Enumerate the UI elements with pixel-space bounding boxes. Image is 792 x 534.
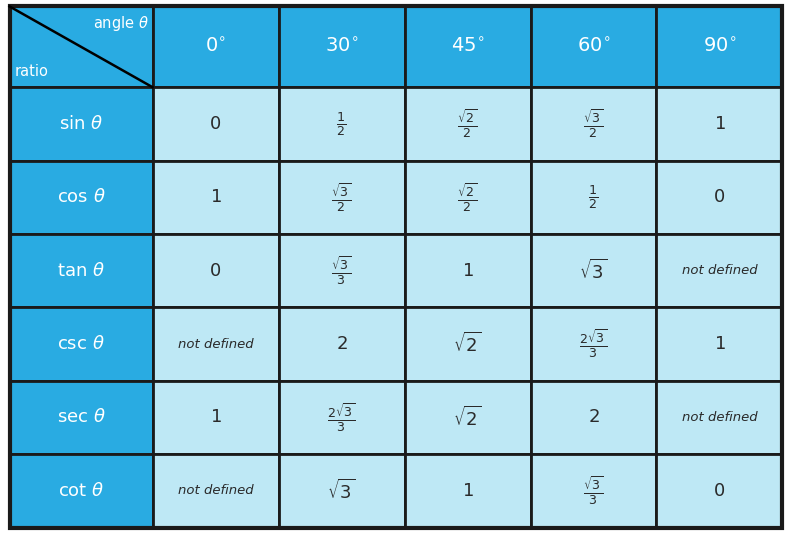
Text: $\sqrt{3}$: $\sqrt{3}$ [327,479,356,503]
Text: not defined: not defined [177,337,253,351]
Text: $\frac{1}{2}$: $\frac{1}{2}$ [588,183,599,211]
Bar [153,6,279,87]
Bar [10,381,153,454]
Text: $90^{\circ}$: $90^{\circ}$ [703,37,737,57]
Bar [531,87,657,161]
Bar [10,308,153,381]
Bar [405,454,531,528]
Text: $1$: $1$ [714,115,725,133]
Text: angle $\theta$: angle $\theta$ [93,14,149,34]
Text: $60^{\circ}$: $60^{\circ}$ [577,37,610,57]
Text: $\sqrt{2}$: $\sqrt{2}$ [453,332,482,356]
Text: $30^{\circ}$: $30^{\circ}$ [325,37,358,57]
Bar [531,308,657,381]
Bar [153,308,279,381]
Bar [531,454,657,528]
Text: $2$: $2$ [588,409,600,427]
Text: $\sqrt{3}$: $\sqrt{3}$ [579,258,607,283]
Bar [279,381,405,454]
Bar [657,161,782,234]
Bar [153,161,279,234]
Text: ratio: ratio [15,64,49,79]
Bar [657,234,782,308]
Bar [153,454,279,528]
Bar [10,87,153,161]
Bar [531,6,657,87]
Text: $\mathrm{tan}\ \theta$: $\mathrm{tan}\ \theta$ [57,262,105,280]
Bar [279,161,405,234]
Bar [405,308,531,381]
Bar [405,87,531,161]
Text: $\frac{1}{2}$: $\frac{1}{2}$ [337,110,347,138]
Text: not defined: not defined [682,411,757,424]
Text: not defined: not defined [682,264,757,277]
Text: $\frac{\sqrt{3}}{3}$: $\frac{\sqrt{3}}{3}$ [583,475,604,507]
Text: $\frac{\sqrt{2}}{2}$: $\frac{\sqrt{2}}{2}$ [457,181,478,214]
Text: $0$: $0$ [209,115,222,133]
Bar [531,161,657,234]
Text: not defined: not defined [177,484,253,497]
Bar [153,87,279,161]
Bar [153,381,279,454]
Text: $\mathrm{sin}\ \theta$: $\mathrm{sin}\ \theta$ [59,115,103,133]
Text: $1$: $1$ [210,409,222,427]
Bar [10,161,153,234]
Bar [279,6,405,87]
Bar [153,234,279,308]
Text: $\frac{\sqrt{3}}{2}$: $\frac{\sqrt{3}}{2}$ [583,107,604,140]
Bar [279,308,405,381]
Text: $1$: $1$ [714,335,725,353]
Bar [657,6,782,87]
Text: $2$: $2$ [336,335,348,353]
Bar [10,6,153,87]
Bar [279,234,405,308]
Text: $0$: $0$ [209,262,222,280]
Bar [657,454,782,528]
Bar [531,381,657,454]
Bar [405,234,531,308]
Bar [657,308,782,381]
Text: $45^{\circ}$: $45^{\circ}$ [451,37,484,57]
Text: $\mathrm{cos}\ \theta$: $\mathrm{cos}\ \theta$ [56,189,105,206]
Text: $\frac{\sqrt{3}}{2}$: $\frac{\sqrt{3}}{2}$ [331,181,352,214]
Bar [10,454,153,528]
Text: $\frac{\sqrt{3}}{3}$: $\frac{\sqrt{3}}{3}$ [331,254,352,287]
Text: $0^{\circ}$: $0^{\circ}$ [205,37,226,57]
Text: $0$: $0$ [714,189,725,206]
Text: $\sqrt{2}$: $\sqrt{2}$ [453,405,482,429]
Text: $1$: $1$ [462,262,474,280]
Bar [405,381,531,454]
Bar [405,161,531,234]
Text: $\frac{2\sqrt{3}}{3}$: $\frac{2\sqrt{3}}{3}$ [579,328,607,360]
Bar [279,87,405,161]
Text: $1$: $1$ [210,189,222,206]
Text: $\mathrm{sec}\ \theta$: $\mathrm{sec}\ \theta$ [56,409,105,427]
Text: $\mathrm{csc}\ \theta$: $\mathrm{csc}\ \theta$ [57,335,105,353]
Text: $\mathrm{cot}\ \theta$: $\mathrm{cot}\ \theta$ [58,482,105,500]
Text: $\frac{\sqrt{2}}{2}$: $\frac{\sqrt{2}}{2}$ [457,107,478,140]
Bar [405,6,531,87]
Bar [279,454,405,528]
Bar [657,87,782,161]
Text: $0$: $0$ [714,482,725,500]
Bar [10,234,153,308]
Text: $1$: $1$ [462,482,474,500]
Bar [531,234,657,308]
Bar [657,381,782,454]
Text: $\frac{2\sqrt{3}}{3}$: $\frac{2\sqrt{3}}{3}$ [327,401,356,434]
